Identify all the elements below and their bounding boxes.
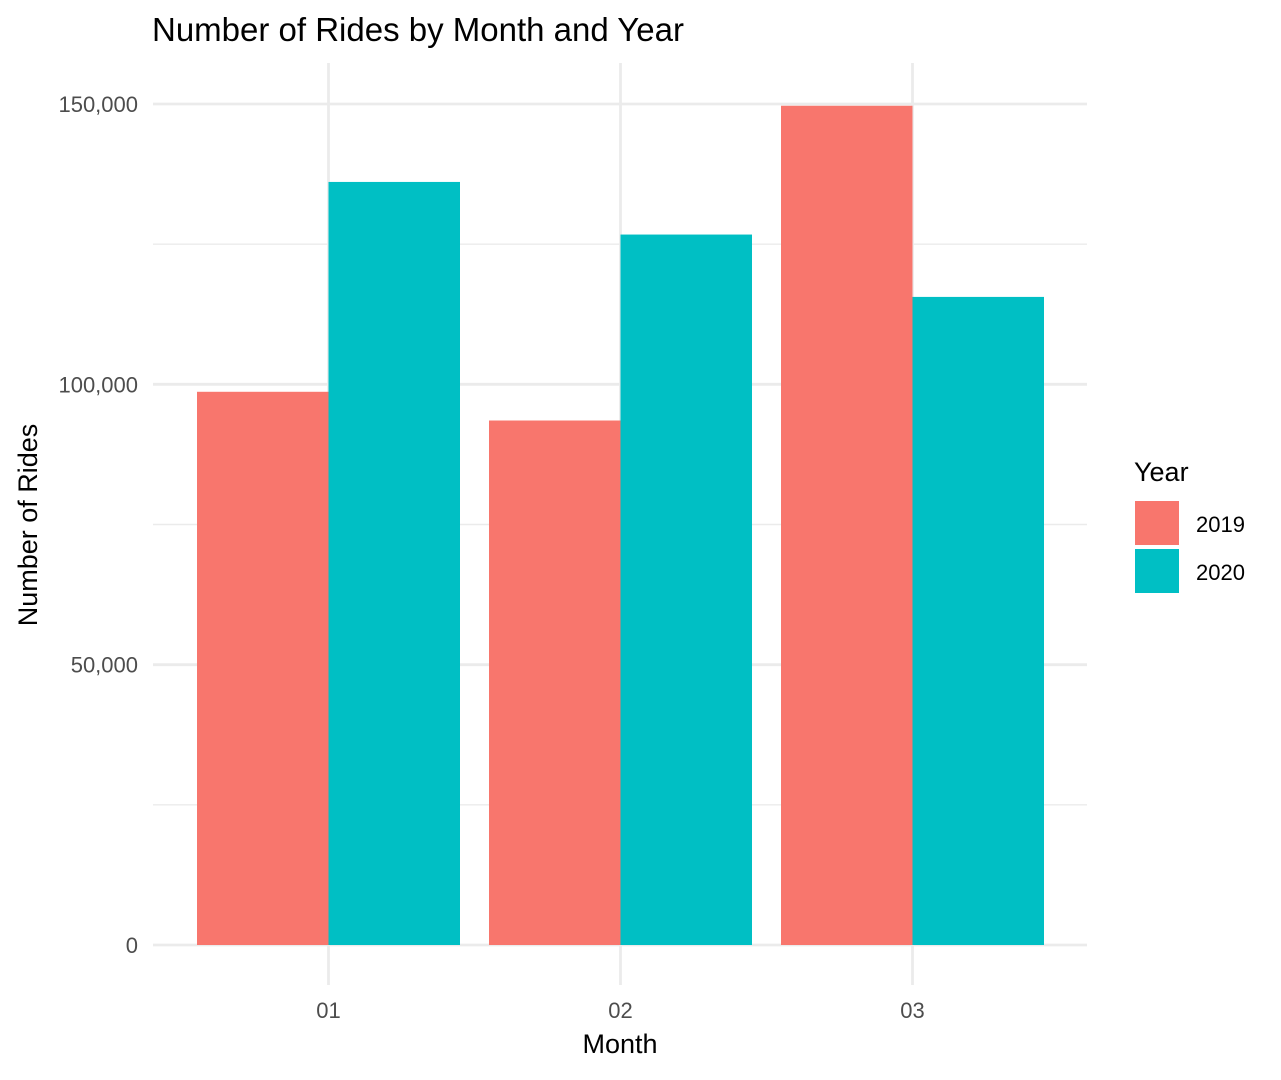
bar-2020-01 (328, 181, 460, 945)
bar-2019-01 (197, 391, 329, 946)
legend-items: 2019 2020 (1135, 501, 1245, 593)
bar-2019-03 (781, 105, 913, 946)
y-tick-label: 100,000 (58, 372, 138, 397)
y-tick-label: 50,000 (71, 653, 138, 678)
x-tick-label: 02 (608, 998, 632, 1023)
y-tick-label: 150,000 (58, 92, 138, 117)
bar-2019-02 (489, 420, 621, 945)
y-tick-label: 0 (126, 933, 138, 958)
legend-title: Year (1134, 457, 1189, 487)
legend: Year 2019 2020 (1134, 457, 1245, 593)
x-axis-ticks: 01 02 03 (316, 998, 924, 1023)
x-tick-label: 01 (316, 998, 340, 1023)
legend-label-2020: 2020 (1196, 560, 1245, 585)
bar-2020-03 (912, 296, 1044, 945)
chart-title: Number of Rides by Month and Year (152, 11, 684, 48)
y-axis-label: Number of Rides (13, 424, 43, 627)
x-axis-label: Month (582, 1029, 657, 1059)
legend-label-2019: 2019 (1196, 512, 1245, 537)
legend-swatch-2020 (1135, 549, 1179, 593)
bar-2020-02 (620, 234, 752, 945)
y-axis-ticks: 0 50,000 100,000 150,000 (58, 92, 138, 958)
x-tick-label: 03 (900, 998, 924, 1023)
legend-swatch-2019 (1135, 501, 1179, 545)
bars-layer (197, 105, 1044, 946)
